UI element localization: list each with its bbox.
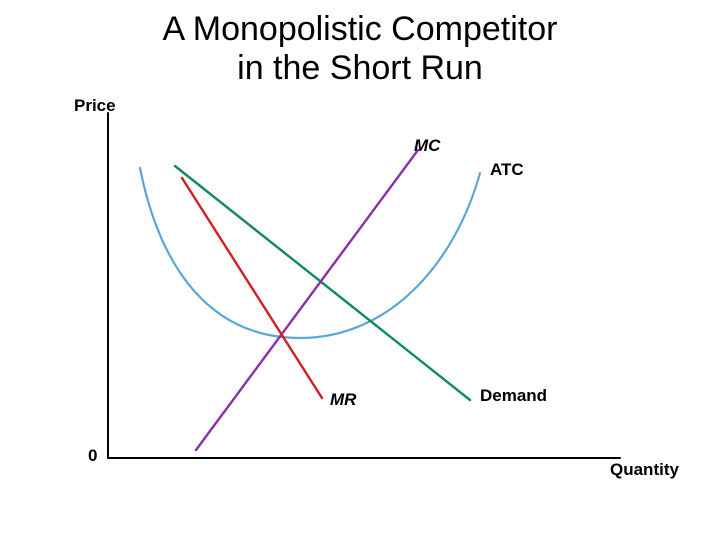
y-axis-label: Price bbox=[74, 96, 116, 116]
title-line-1: A Monopolistic Competitor bbox=[163, 10, 558, 48]
mc-curve bbox=[196, 150, 418, 450]
mr-curve bbox=[182, 178, 322, 398]
title-line-2: in the Short Run bbox=[237, 49, 483, 87]
chart-title: A Monopolistic Competitor in the Short R… bbox=[0, 0, 720, 88]
mc-label: MC bbox=[414, 136, 440, 156]
chart-svg bbox=[0, 88, 720, 518]
atc-label: ATC bbox=[490, 160, 524, 180]
mr-label: MR bbox=[330, 390, 356, 410]
x-axis-label: Quantity bbox=[610, 460, 679, 480]
demand-label: Demand bbox=[480, 386, 547, 406]
chart-area: Price Quantity 0 MC ATC Demand MR bbox=[0, 88, 720, 518]
origin-label: 0 bbox=[88, 446, 97, 466]
demand-curve bbox=[175, 166, 470, 400]
